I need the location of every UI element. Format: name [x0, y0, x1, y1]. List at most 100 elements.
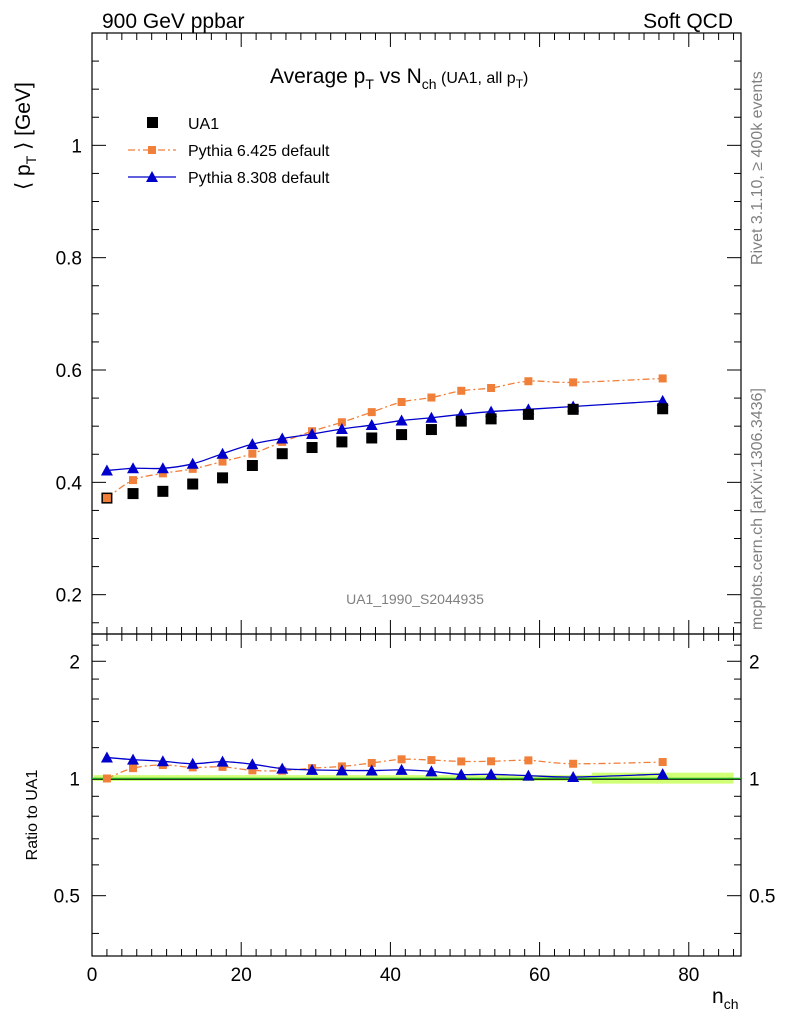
- legend: UA1 Pythia 6.425 default Pythia 8.308 de…: [128, 116, 330, 187]
- ratio-pythia6-point: [487, 757, 496, 766]
- ratio-pythia8-point: [425, 765, 438, 777]
- pythia8-point: [276, 432, 289, 444]
- pythia8-point: [306, 428, 319, 440]
- ratio-tick-label: 0.5: [54, 887, 80, 908]
- pythia8-point: [365, 419, 378, 431]
- ratio-pythia8-point: [335, 764, 348, 776]
- x-tick-label: 20: [231, 965, 252, 986]
- pythia8-point: [246, 438, 259, 450]
- ratio-pythia8-point: [276, 762, 289, 774]
- rivet-version-label: Rivet 3.1.10, ≥ 400k events: [749, 71, 766, 265]
- ratio-pythia8-point: [567, 770, 580, 782]
- ua1-point: [336, 436, 348, 448]
- ratio-pythia8-point: [100, 751, 113, 763]
- title-sub-ch: ch: [422, 76, 437, 92]
- pythia8-line: [106, 400, 663, 472]
- ratio-pythia8-point: [186, 757, 199, 769]
- ua1-point: [246, 459, 258, 471]
- y-tick-label: 0.4: [56, 473, 83, 494]
- x-tick-label: 60: [529, 965, 550, 986]
- ua1-point: [187, 478, 199, 490]
- series-layer: [100, 374, 669, 504]
- ratio-tick-label: 1: [69, 769, 80, 790]
- y-axis-label-post: ⟩ [GeV]: [12, 82, 35, 156]
- title-tail: (UA1, all p: [437, 70, 516, 87]
- x-tick-label: 80: [678, 965, 699, 986]
- pythia6-point: [524, 377, 533, 386]
- pythia8-point: [156, 462, 169, 474]
- title-sub-pt2: T: [516, 77, 524, 91]
- ratio-pythia8-point: [156, 755, 169, 767]
- pythia6-point: [129, 476, 138, 485]
- ratio-pythia8-point: [127, 753, 140, 765]
- ratio-pythia6-point: [218, 762, 227, 771]
- ratio-tick-label-right: 2: [749, 652, 760, 673]
- ratio-pythia6-point: [248, 766, 257, 775]
- ua1-point: [522, 408, 534, 420]
- pythia8-point: [100, 464, 113, 476]
- pythia6-point: [337, 418, 346, 427]
- pythia8-point: [656, 394, 669, 406]
- x-axis-label: nch: [712, 985, 738, 1012]
- ua1-point: [657, 403, 669, 415]
- ratio-pythia6-line: [106, 758, 663, 780]
- pythia6-point: [367, 408, 376, 417]
- analysis-id-label: UA1_1990_S2044935: [346, 591, 484, 607]
- ratio-pythia8-point: [522, 769, 535, 781]
- pythia6-point: [397, 398, 406, 407]
- y-axis-label-pre: ⟨ p: [12, 164, 35, 190]
- ratio-series-layer: [100, 751, 669, 783]
- pythia6-point: [658, 374, 667, 383]
- ratio-pythia6-point: [129, 764, 138, 773]
- ua1-point: [157, 485, 169, 497]
- ua1-point: [485, 413, 497, 425]
- ratio-axis-label: Ratio to UA1: [24, 770, 41, 861]
- x-axis-label-sub: ch: [724, 996, 739, 1012]
- pythia8-point: [425, 411, 438, 423]
- legend-pythia8-marker: [146, 171, 158, 182]
- pythia6-point: [427, 393, 436, 402]
- pythia6-point: [248, 449, 257, 458]
- ratio-pythia8-point: [395, 763, 408, 775]
- x-tick-label: 40: [380, 965, 401, 986]
- ua1-point: [425, 424, 437, 436]
- pythia8-point: [335, 422, 348, 434]
- y-tick-label: 0.8: [56, 249, 82, 270]
- pythia6-point: [457, 386, 466, 395]
- ratio-panel-frame: [91, 633, 742, 957]
- ratio-pythia6-point: [658, 758, 667, 767]
- ratio-pythia8-point: [216, 755, 229, 767]
- ratio-pythia6-point: [427, 756, 436, 765]
- axes: [91, 32, 742, 957]
- ratio-pythia8-point: [306, 763, 319, 775]
- pythia8-point: [395, 414, 408, 426]
- pythia8-point: [186, 457, 199, 469]
- y-tick-label: 0.2: [56, 586, 82, 607]
- ratio-tick-label: 2: [69, 652, 80, 673]
- ratio-pythia6-point: [524, 756, 533, 765]
- x-tick-label: 0: [87, 965, 98, 986]
- legend-pythia6-marker: [148, 146, 156, 154]
- legend-pythia6-label: Pythia 6.425 default: [188, 143, 330, 160]
- ratio-pythia8-point: [485, 768, 498, 780]
- ua1-point: [306, 442, 318, 454]
- legend-ua1-label: UA1: [188, 116, 219, 133]
- ratio-pythia6-point: [102, 774, 111, 783]
- y-axis-label: ⟨ pT ⟩ [GeV]: [12, 82, 39, 190]
- ua1-point: [127, 488, 139, 500]
- pythia6-point: [487, 383, 496, 392]
- pythia6-point: [218, 457, 227, 466]
- ua1-point: [217, 472, 229, 484]
- legend-ua1-marker: [147, 117, 158, 128]
- pythia6-point: [569, 378, 578, 387]
- x-axis-label-main: n: [712, 985, 724, 1008]
- title-close: ): [523, 70, 528, 87]
- tick-labels: 0 20 40 60 80 0.2 0.4 0.6 0.8 1 0.5 0.5 1 1 2 2: [54, 136, 776, 986]
- legend-pythia8-label: Pythia 8.308 default: [188, 170, 330, 187]
- chart-title: Average pT vs Nch (UA1, all pT): [270, 65, 528, 92]
- title-main: Average p: [270, 65, 365, 88]
- ratio-pythia6-point: [569, 759, 578, 768]
- ua1-point: [455, 415, 467, 427]
- ratio-pythia8-point: [455, 768, 468, 780]
